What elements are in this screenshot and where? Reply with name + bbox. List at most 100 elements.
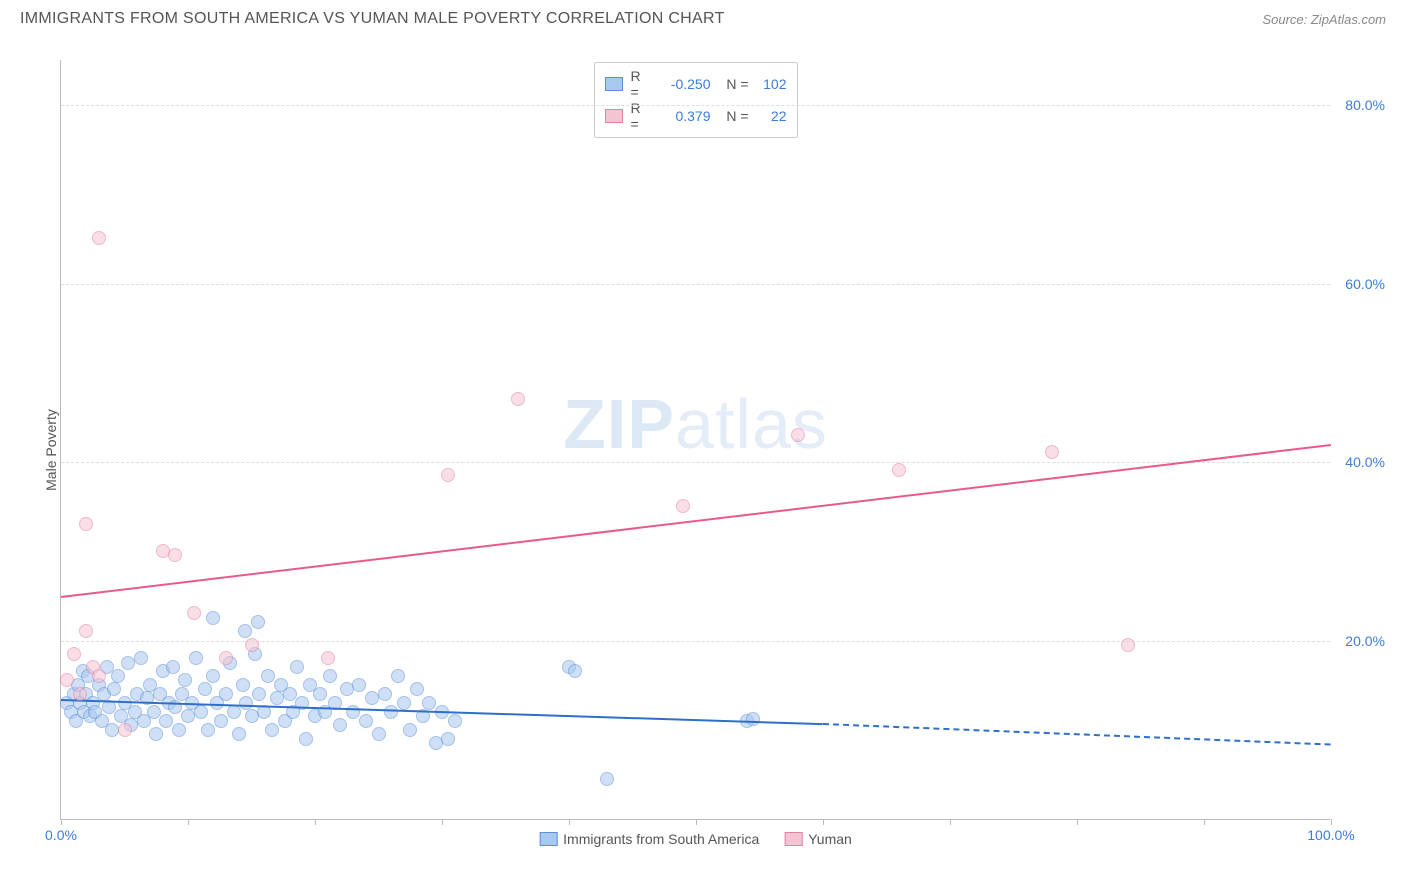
x-tick [696,819,697,825]
scatter-point [178,673,192,687]
scatter-point [60,673,74,687]
scatter-point [422,696,436,710]
scatter-point [265,723,279,737]
scatter-point [147,705,161,719]
scatter-point [313,687,327,701]
scatter-point [1045,445,1059,459]
scatter-point [159,714,173,728]
scatter-point [252,687,266,701]
scatter-point [352,678,366,692]
scatter-point [79,517,93,531]
scatter-point [378,687,392,701]
x-tick [1331,819,1332,825]
x-tick [188,819,189,825]
scatter-point [187,606,201,620]
legend-r-label: R = [631,68,653,100]
trend-line [61,444,1331,598]
x-tick [569,819,570,825]
scatter-point [333,718,347,732]
scatter-point [359,714,373,728]
scatter-point [251,615,265,629]
x-tick [950,819,951,825]
scatter-point [239,696,253,710]
x-tick [1204,819,1205,825]
legend-swatch [784,832,802,846]
watermark-atlas: atlas [675,385,828,463]
scatter-point [92,669,106,683]
scatter-point [172,723,186,737]
legend-swatch [605,77,623,91]
scatter-point [372,727,386,741]
scatter-point [391,669,405,683]
legend-n-label: N = [719,76,749,92]
legend-series-item: Yuman [784,831,852,847]
scatter-point [201,723,215,737]
y-tick-label: 60.0% [1345,276,1385,292]
scatter-point [290,660,304,674]
scatter-point [448,714,462,728]
scatter-point [791,428,805,442]
scatter-point [511,392,525,406]
scatter-point [283,687,297,701]
scatter-point [198,682,212,696]
scatter-point [892,463,906,477]
legend-n-value: 102 [757,76,787,92]
scatter-point [1121,638,1135,652]
scatter-point [346,705,360,719]
scatter-point [134,651,148,665]
legend-row: R = -0.250 N = 102 [605,68,787,100]
x-tick [442,819,443,825]
legend-correlation: R = -0.250 N = 102R = 0.379 N = 22 [594,62,798,138]
scatter-point [245,638,259,652]
scatter-point [219,687,233,701]
legend-series-label: Immigrants from South America [563,831,759,847]
scatter-point [403,723,417,737]
scatter-point [676,499,690,513]
legend-series-item: Immigrants from South America [539,831,759,847]
x-tick-label: 100.0% [1307,827,1354,843]
scatter-point [441,732,455,746]
plot-area: ZIPatlas R =-0.250N =102R =0.379N =22 Im… [60,60,1330,820]
chart-title: IMMIGRANTS FROM SOUTH AMERICA VS YUMAN M… [20,10,725,28]
trend-line-dashed [823,723,1331,746]
legend-swatch [539,832,557,846]
scatter-point [111,669,125,683]
y-tick-label: 40.0% [1345,454,1385,470]
y-axis-label: Male Poverty [43,409,59,491]
legend-n-value: 22 [757,108,787,124]
scatter-point [149,727,163,741]
scatter-point [219,651,233,665]
scatter-point [441,468,455,482]
x-tick [61,819,62,825]
scatter-point [214,714,228,728]
watermark-zip: ZIP [563,385,675,463]
scatter-point [299,732,313,746]
legend-r-value: -0.250 [661,76,711,92]
scatter-point [227,705,241,719]
scatter-point [107,682,121,696]
scatter-point [384,705,398,719]
scatter-point [568,664,582,678]
x-tick-label: 0.0% [45,827,77,843]
scatter-point [600,772,614,786]
x-tick [1077,819,1078,825]
scatter-point [73,687,87,701]
gridline [61,462,1330,463]
scatter-point [168,548,182,562]
scatter-point [232,727,246,741]
legend-r-value: 0.379 [661,108,711,124]
scatter-point [92,231,106,245]
legend-series: Immigrants from South America Yuman [539,831,852,847]
scatter-point [194,705,208,719]
gridline [61,284,1330,285]
scatter-point [236,678,250,692]
scatter-point [189,651,203,665]
source-label: Source: ZipAtlas.com [1262,12,1386,27]
x-tick [823,819,824,825]
watermark: ZIPatlas [563,384,828,464]
scatter-point [118,723,132,737]
scatter-point [261,669,275,683]
scatter-point [321,651,335,665]
x-tick [315,819,316,825]
legend-series-label: Yuman [808,831,852,847]
